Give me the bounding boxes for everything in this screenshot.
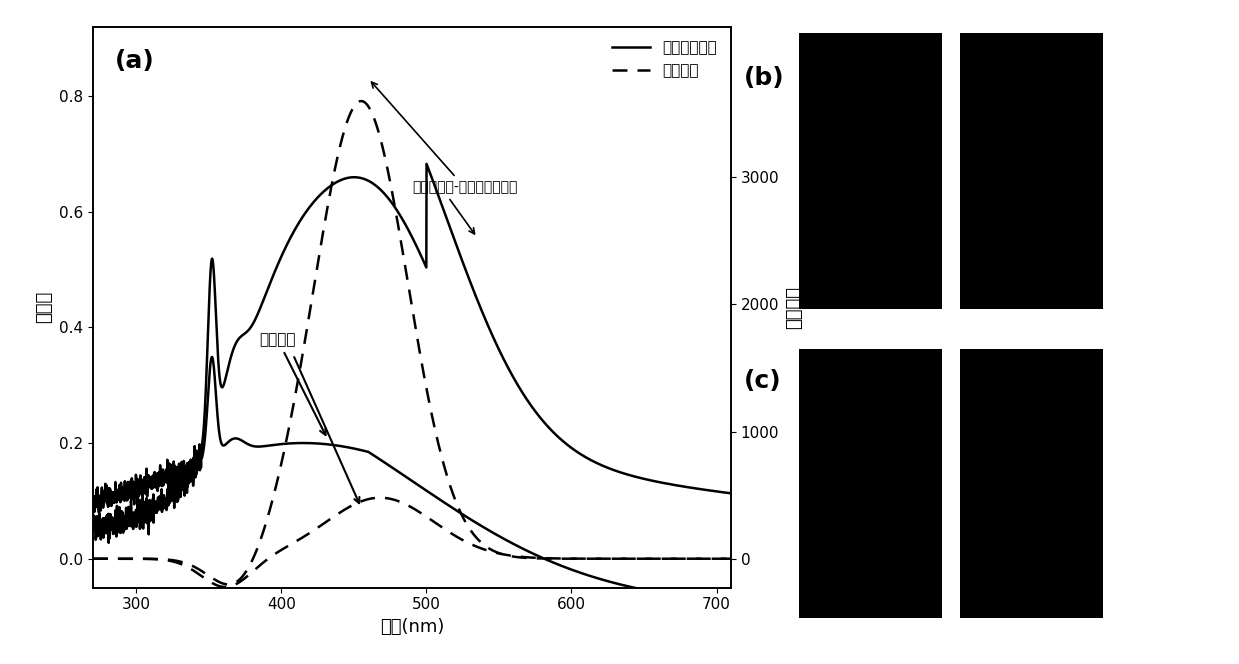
Text: 溴百里酚蓝-碳量子点指示剂: 溴百里酚蓝-碳量子点指示剂 [372, 82, 518, 195]
Y-axis label: 吸光度: 吸光度 [36, 291, 53, 323]
Legend: 紫外可见光谱, 荧光光谱: 紫外可见光谱, 荧光光谱 [606, 35, 724, 84]
Text: (b): (b) [743, 66, 784, 90]
Y-axis label: 荧光强度: 荧光强度 [786, 286, 803, 329]
Text: (c): (c) [743, 369, 781, 392]
Text: (a): (a) [115, 49, 155, 73]
X-axis label: 波长(nm): 波长(nm) [380, 618, 444, 636]
Text: 碳量子点: 碳量子点 [260, 333, 326, 435]
